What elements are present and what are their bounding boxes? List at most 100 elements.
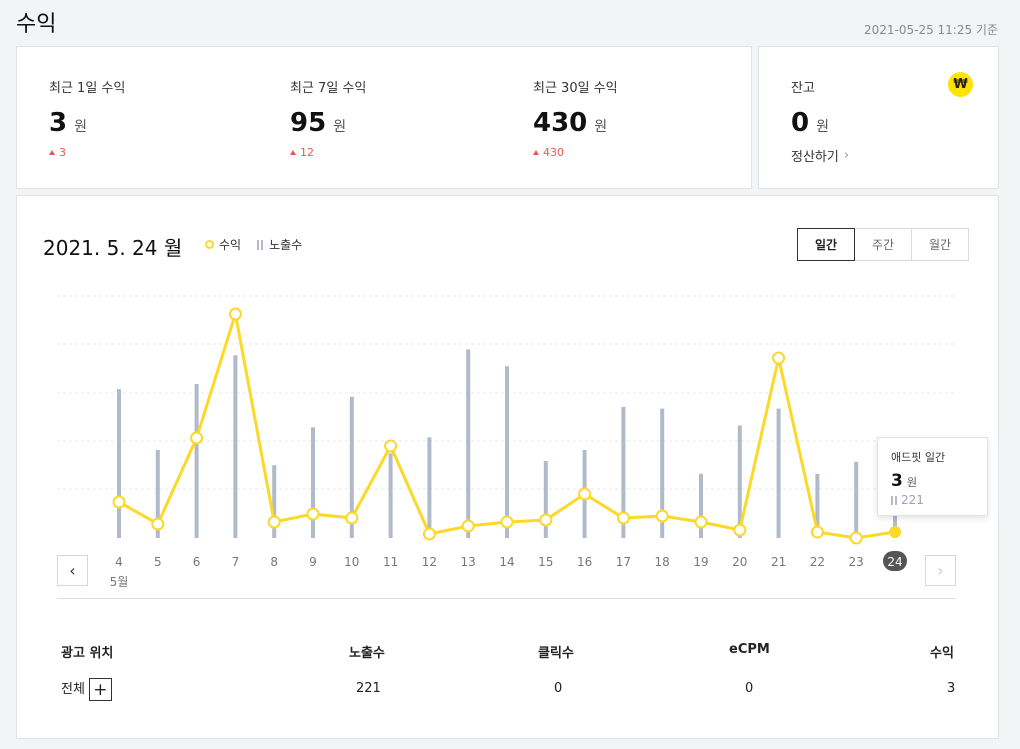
stat-30day: 최근 30일 수익 430 원 430	[533, 77, 618, 159]
revenue-point	[267, 515, 281, 529]
revenue-point	[500, 515, 514, 529]
x-tick-label: 17	[616, 555, 631, 569]
revenue-point	[461, 519, 475, 533]
cell-position: 전체	[61, 682, 85, 697]
won-coin-icon: ₩	[948, 72, 973, 97]
x-tick-label: 11	[383, 555, 398, 569]
chevron-right-icon: ›	[843, 148, 850, 163]
revenue-point	[422, 527, 436, 541]
revenue-point	[810, 525, 824, 539]
revenue-point	[889, 526, 901, 538]
impressions-icon	[891, 495, 897, 505]
x-tick-label: 18	[655, 555, 670, 569]
revenue-legend-icon	[205, 240, 214, 249]
legend-revenue: 수익	[219, 238, 242, 252]
revenue-point	[112, 495, 126, 509]
balance-value: 0	[791, 108, 810, 138]
x-tick-label: 8	[270, 555, 278, 569]
x-tick-label: 6	[193, 555, 201, 569]
stat-unit: 원	[74, 119, 87, 135]
x-tick-label: 15	[538, 555, 553, 569]
increase-arrow-icon	[49, 150, 55, 155]
x-tick-label: 22	[810, 555, 825, 569]
revenue-point	[733, 523, 747, 537]
stat-change: 12	[290, 146, 366, 159]
impressions-legend-icon	[257, 239, 264, 250]
stat-label: 최근 30일 수익	[533, 81, 618, 96]
chart-date: 2021. 5. 24 월	[43, 236, 183, 260]
col-header-impressions: 노출수	[349, 646, 385, 661]
revenue-point	[345, 511, 359, 525]
x-tick-label: 12	[422, 555, 437, 569]
revenue-point	[616, 511, 630, 525]
increase-arrow-icon	[533, 150, 539, 155]
col-header-ecpm: eCPM	[729, 642, 770, 657]
col-header-clicks: 클릭수	[538, 646, 574, 661]
settle-link[interactable]: 정산하기 ›	[791, 148, 850, 165]
x-tick-label: 9	[309, 555, 317, 569]
period-tabs: 일간 주간 월간	[797, 228, 969, 261]
stat-label: 최근 1일 수익	[49, 81, 126, 96]
x-tick-label: 7	[232, 555, 240, 569]
next-period-button[interactable]: ›	[925, 555, 956, 586]
selected-day-marker	[883, 551, 907, 571]
last-updated-timestamp: 2021-05-25 11:25 기준	[863, 23, 998, 37]
balance-label: 잔고	[791, 81, 815, 96]
expand-plus-button[interactable]: +	[88, 678, 112, 701]
stat-value: 95	[290, 108, 327, 138]
x-tick-label: 24	[887, 555, 902, 569]
x-tick-label: 13	[461, 555, 476, 569]
month-label: 5월	[110, 575, 129, 589]
revenue-point	[694, 515, 708, 529]
cell-ecpm: 0	[745, 681, 754, 696]
stat-7day: 최근 7일 수익 95 원 12	[290, 77, 366, 159]
revenue-point	[384, 439, 398, 453]
prev-period-button[interactable]: ‹	[57, 555, 88, 586]
revenue-point	[306, 507, 320, 521]
tooltip-value: 3	[891, 471, 903, 491]
stat-label: 최근 7일 수익	[290, 81, 367, 96]
tooltip-unit: 원	[906, 476, 917, 489]
revenue-point	[151, 517, 165, 531]
stat-change: 3	[49, 146, 125, 159]
stat-value: 3	[49, 108, 68, 138]
chart-card: 2021. 5. 24 월 수익 노출수 일간 주간 월간 4 5 6 7 8 9 10 11…	[16, 195, 999, 739]
tooltip-title: 애드핏 일간	[891, 451, 946, 464]
tooltip-impressions: 221	[891, 493, 974, 507]
balance-unit: 원	[816, 119, 829, 135]
revenue-chart: 4 5 6 7 8 9 10 11 12 13 14 15 16 17 18 19 20 21 22 23 24 5월	[57, 295, 957, 589]
x-tick-label: 20	[732, 555, 747, 569]
chart-divider	[57, 598, 956, 599]
stat-unit: 원	[333, 119, 347, 135]
tab-daily[interactable]: 일간	[797, 228, 855, 261]
x-tick-label: 4	[115, 555, 123, 569]
stat-unit: 원	[594, 119, 608, 135]
revenue-point	[578, 487, 592, 501]
col-header-revenue: 수익	[930, 646, 954, 661]
table-row: 전체 +	[61, 678, 112, 701]
cell-impressions: 221	[356, 681, 381, 696]
increase-arrow-icon	[290, 150, 296, 155]
revenue-point	[228, 307, 242, 321]
x-tick-label: 16	[577, 555, 592, 569]
revenue-point	[849, 531, 863, 545]
x-tick-label: 21	[771, 555, 786, 569]
x-tick-label: 10	[344, 555, 359, 569]
tab-monthly[interactable]: 월간	[911, 228, 969, 261]
legend-impressions: 노출수	[269, 238, 303, 252]
cell-revenue: 3	[947, 681, 956, 696]
x-tick-label: 23	[849, 555, 864, 569]
revenue-point	[655, 509, 669, 523]
stat-value: 430	[533, 108, 588, 138]
chevron-left-icon: ‹	[69, 561, 76, 580]
revenue-point	[772, 351, 786, 365]
page-title: 수익	[16, 12, 57, 37]
x-tick-label: 19	[693, 555, 708, 569]
revenue-point	[539, 513, 553, 527]
stat-change: 430	[533, 146, 618, 159]
